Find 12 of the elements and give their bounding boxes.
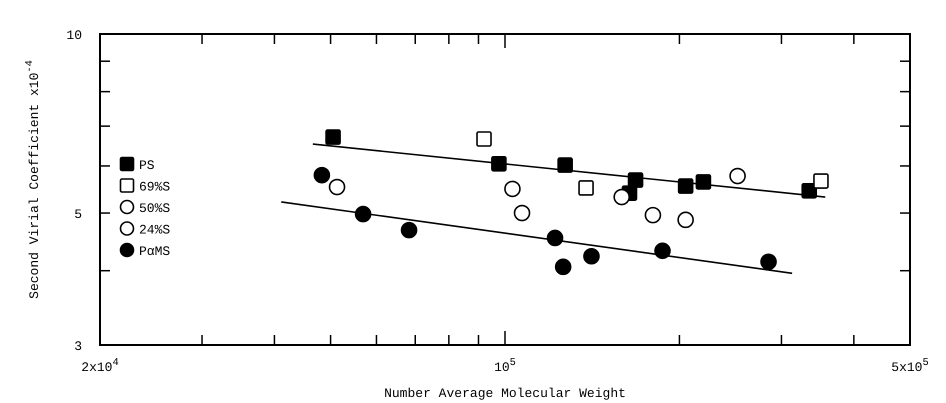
x-tick-label: 2x10$^{4}$ [81,357,119,375]
x-axis-title: Number Average Molecular Weight [384,386,626,401]
legend-label: PαMS [139,244,170,259]
legend-label: 50%S [139,201,170,216]
x-tick-label: 10$^{5}$ [494,357,516,375]
legend-label: PS [139,158,155,173]
y-tick-label: 10 [66,28,82,43]
legend-label: 24%S [139,222,170,238]
y-tick-label: 3 [74,339,82,354]
x-tick-label: 5x10$^{5}$ [891,357,929,375]
y-tick-label: 5 [74,207,82,222]
legend-label: 69%S [139,180,170,194]
